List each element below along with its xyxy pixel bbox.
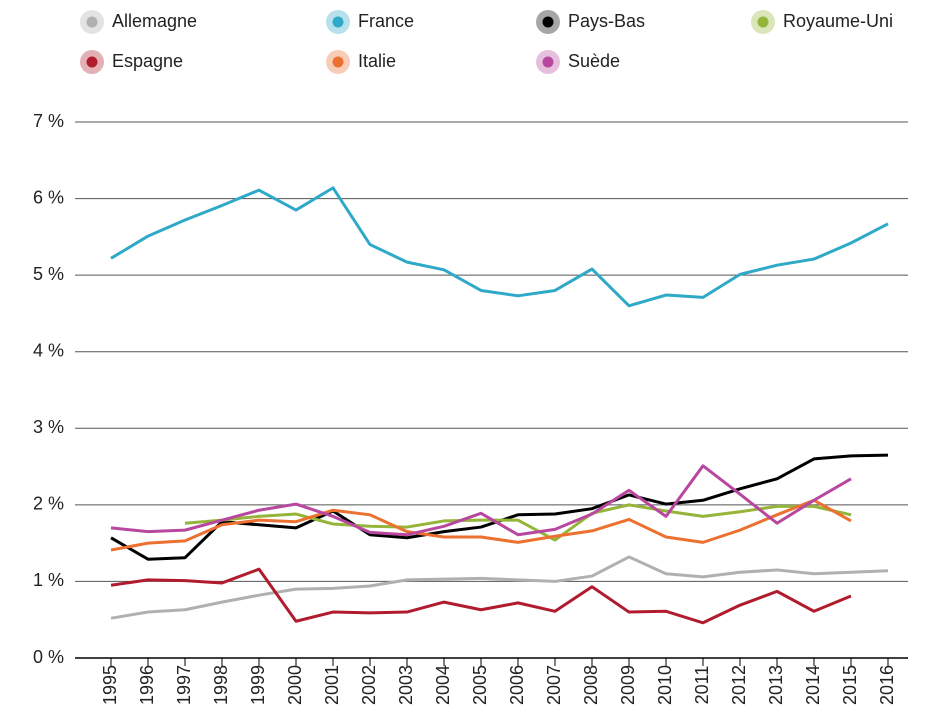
y-tick-label: 5 % [33,264,64,284]
y-tick-label: 1 % [33,570,64,590]
series-line [110,555,889,620]
x-tick-label: 2009 [618,665,638,705]
legend-label: Pays-Bas [568,11,645,31]
legend-swatch [542,16,554,28]
x-tick-label: 1997 [174,665,194,705]
legend-swatch [332,56,344,68]
x-tick-label: 2016 [877,665,897,705]
y-tick-label: 4 % [33,340,64,360]
x-tick-label: 2013 [766,665,786,705]
x-tick-label: 2000 [285,665,305,705]
x-tick-label: 2002 [359,665,379,705]
x-tick-label: 1995 [100,665,120,705]
series-line [110,186,889,308]
x-tick-label: 2005 [470,665,490,705]
y-tick-label: 7 % [33,111,64,131]
x-tick-label: 2010 [655,665,675,705]
legend-swatch [757,16,769,28]
series-line [110,464,852,537]
legend-label: Suède [568,51,620,71]
x-tick-label: 2001 [322,665,342,705]
series-line [110,498,852,552]
series-line [110,567,852,625]
y-tick-label: 2 % [33,494,64,514]
x-tick-label: 2007 [544,665,564,705]
x-tick-label: 2012 [729,665,749,705]
y-tick-label: 3 % [33,417,64,437]
legend-label: Espagne [112,51,183,71]
x-tick-label: 2011 [692,666,712,705]
legend-label: Allemagne [112,11,197,31]
series-line [184,503,852,542]
legend-label: Royaume-Uni [783,11,893,31]
x-tick-label: 1998 [211,665,231,705]
legend-swatch [86,56,98,68]
legend-swatch [332,16,344,28]
legend-swatch [86,16,98,28]
x-tick-label: 1999 [248,665,268,705]
x-tick-label: 1996 [137,665,157,705]
x-tick-label: 2015 [840,665,860,705]
y-tick-label: 6 % [33,187,64,207]
x-tick-label: 2003 [396,665,416,705]
legend-label: France [358,11,414,31]
x-tick-label: 2006 [507,665,527,705]
legend-label: Italie [358,51,396,71]
legend-swatch [542,56,554,68]
y-tick-label: 0 % [33,647,64,667]
x-tick-label: 2014 [803,665,823,705]
x-tick-label: 2004 [433,665,453,705]
x-tick-label: 2008 [581,665,601,705]
